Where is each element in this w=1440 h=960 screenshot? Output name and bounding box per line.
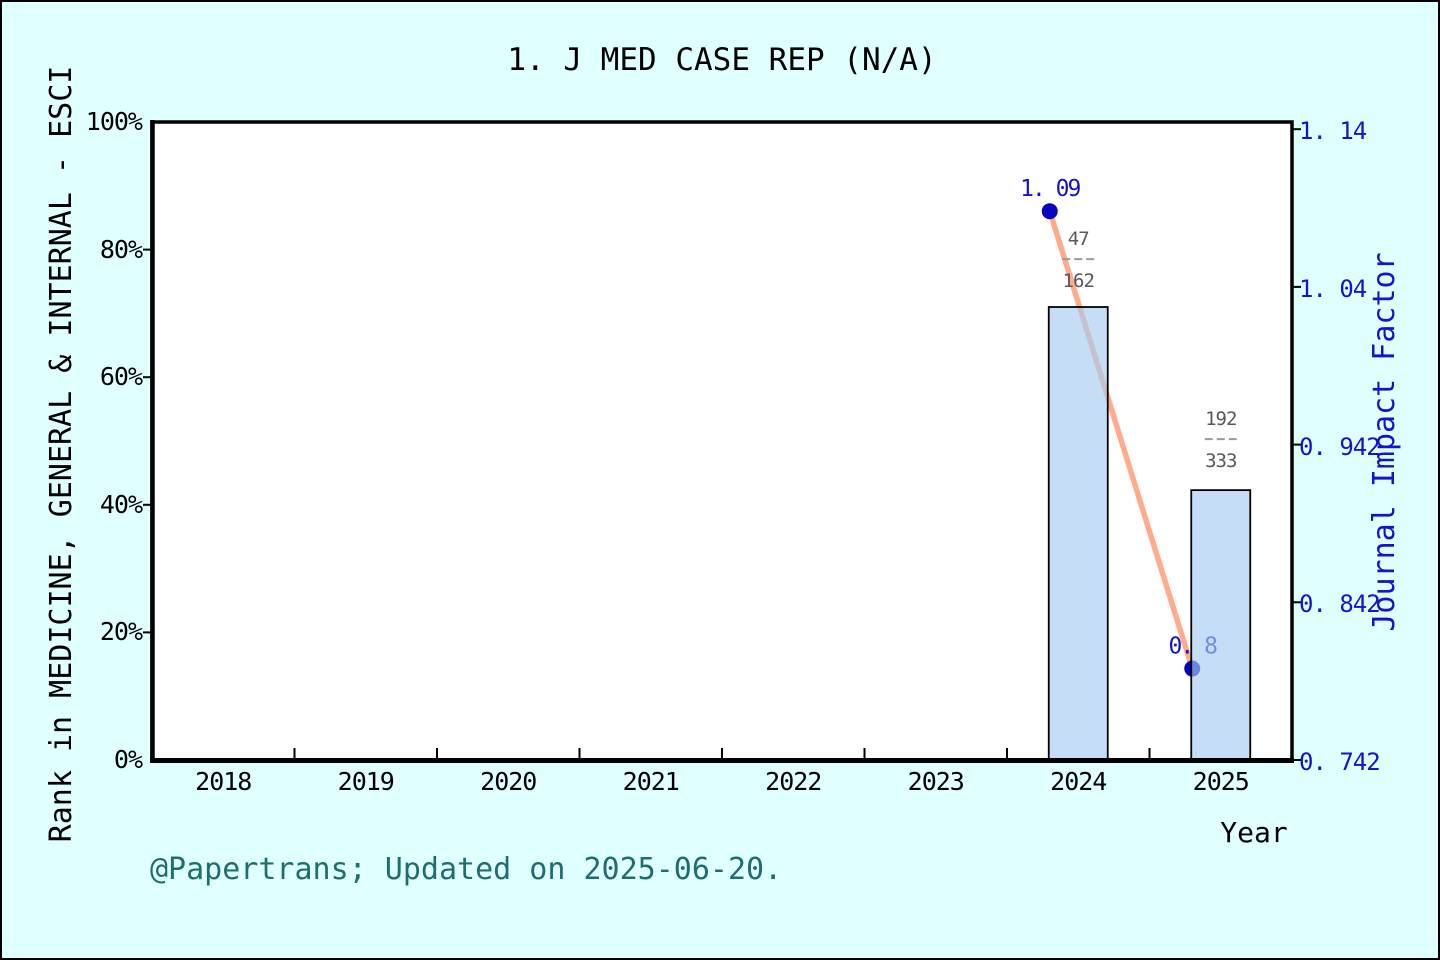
footer-credit: @Papertrans; Updated on 2025-06-20. [150,852,783,887]
x-tick-label-2023: 2023 [907,767,965,796]
jif-trend-line [1047,210,1195,670]
x-tick-label-2024: 2024 [1050,767,1107,796]
left-tick-label-60: 60% [99,362,143,392]
x-tick-label-2021: 2021 [622,767,680,796]
right-tick-label-0.742: 0. 742 [1299,748,1381,776]
x-tick-label-2018: 2018 [195,767,252,796]
right-tick-label-0.842: 0. 842 [1299,590,1381,619]
x-axis-label: Year [1220,816,1288,849]
x-tick-label-2025: 2025 [1192,767,1250,796]
rank-bar-2025 [1190,489,1252,761]
x-tick-label-2019: 2019 [337,767,395,796]
rank-bar-2024 [1047,306,1109,761]
x-tick-label-2020: 2020 [480,767,537,796]
rank-fraction-denominator-2024: 162 [1063,270,1094,292]
chart-title: 1. J MED CASE REP (N/A) [507,42,937,78]
rank-fraction-denominator-2025: 333 [1205,450,1237,472]
rank-fraction-numerator-2025: 192 [1205,408,1236,430]
x-tick-label-2022: 2022 [765,767,822,796]
right-tick-label-0.942: 0. 942 [1299,432,1381,461]
left-tick-label-100: 100% [85,107,143,136]
jif-value-label-2024: 1. 09 [1020,176,1080,202]
right-tick-label-1.042: 1. 04 [1299,274,1367,303]
left-tick-label-40: 40% [99,489,143,519]
left-tick-label-80: 80% [99,234,143,264]
right-tick-label-1.142: 1. 14 [1299,117,1367,146]
rank-fraction-numerator-2024: 47 [1068,228,1089,250]
jif-point-2024 [1041,203,1058,220]
left-tick-label-20: 20% [99,617,143,647]
left-tick-label-0: 0% [113,745,143,774]
